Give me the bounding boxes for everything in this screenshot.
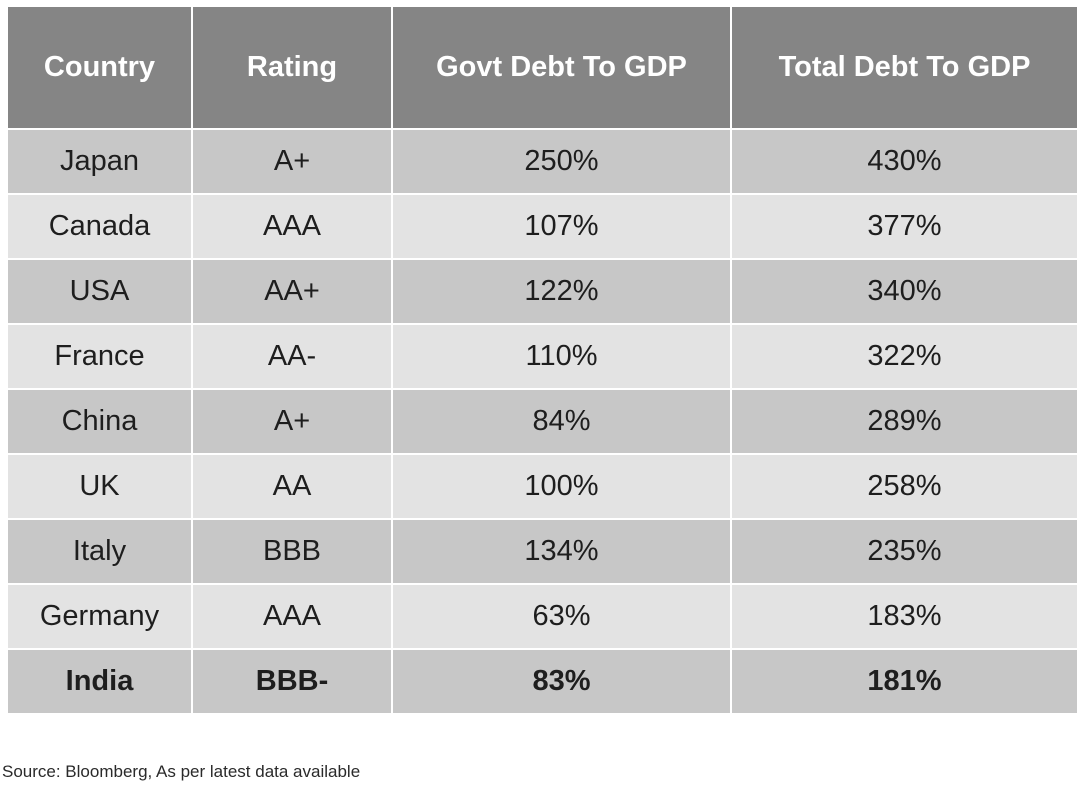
header-total-debt: Total Debt To GDP (730, 5, 1077, 130)
cell-rating: AA (191, 453, 393, 520)
table-row: UK AA 100% 258% (6, 453, 1077, 520)
cell-govt-debt: 134% (391, 518, 732, 585)
table-row: Japan A+ 250% 430% (6, 128, 1077, 195)
cell-country: Italy (6, 518, 193, 585)
cell-total-debt: 183% (730, 583, 1077, 650)
cell-govt-debt: 107% (391, 193, 732, 260)
table-row: Canada AAA 107% 377% (6, 193, 1077, 260)
cell-total-debt: 181% (730, 648, 1077, 715)
table-body: Japan A+ 250% 430% Canada AAA 107% 377% USA AA+ 12… (6, 128, 1077, 715)
table-row: Germany AAA 63% 183% (6, 583, 1077, 650)
header-country: Country (6, 5, 193, 130)
cell-rating: AA- (191, 323, 393, 390)
table-row: China A+ 84% 289% (6, 388, 1077, 455)
cell-rating: A+ (191, 388, 393, 455)
cell-total-debt: 322% (730, 323, 1077, 390)
table-header: Country Rating Govt Debt To GDP Total De… (6, 5, 1077, 130)
table-row: USA AA+ 122% 340% (6, 258, 1077, 325)
cell-govt-debt: 63% (391, 583, 732, 650)
cell-country: USA (6, 258, 193, 325)
header-govt-debt: Govt Debt To GDP (391, 5, 732, 130)
cell-govt-debt: 83% (391, 648, 732, 715)
debt-table: Country Rating Govt Debt To GDP Total De… (6, 5, 1077, 715)
cell-total-debt: 340% (730, 258, 1077, 325)
cell-total-debt: 258% (730, 453, 1077, 520)
debt-table-container: Country Rating Govt Debt To GDP Total De… (6, 5, 1077, 715)
cell-country: Canada (6, 193, 193, 260)
cell-rating: A+ (191, 128, 393, 195)
cell-total-debt: 235% (730, 518, 1077, 585)
cell-country: Japan (6, 128, 193, 195)
cell-total-debt: 289% (730, 388, 1077, 455)
header-rating: Rating (191, 5, 393, 130)
cell-total-debt: 430% (730, 128, 1077, 195)
table-row: France AA- 110% 322% (6, 323, 1077, 390)
cell-govt-debt: 110% (391, 323, 732, 390)
cell-rating: AAA (191, 193, 393, 260)
cell-rating: AAA (191, 583, 393, 650)
cell-country: Germany (6, 583, 193, 650)
cell-govt-debt: 122% (391, 258, 732, 325)
cell-country: India (6, 648, 193, 715)
cell-country: UK (6, 453, 193, 520)
cell-govt-debt: 250% (391, 128, 732, 195)
table-row: India BBB- 83% 181% (6, 648, 1077, 715)
table-row: Italy BBB 134% 235% (6, 518, 1077, 585)
cell-govt-debt: 100% (391, 453, 732, 520)
cell-country: China (6, 388, 193, 455)
cell-rating: AA+ (191, 258, 393, 325)
cell-rating: BBB- (191, 648, 393, 715)
source-note: Source: Bloomberg, As per latest data av… (2, 762, 361, 781)
cell-total-debt: 377% (730, 193, 1077, 260)
header-row: Country Rating Govt Debt To GDP Total De… (6, 5, 1077, 130)
cell-country: France (6, 323, 193, 390)
cell-govt-debt: 84% (391, 388, 732, 455)
cell-rating: BBB (191, 518, 393, 585)
